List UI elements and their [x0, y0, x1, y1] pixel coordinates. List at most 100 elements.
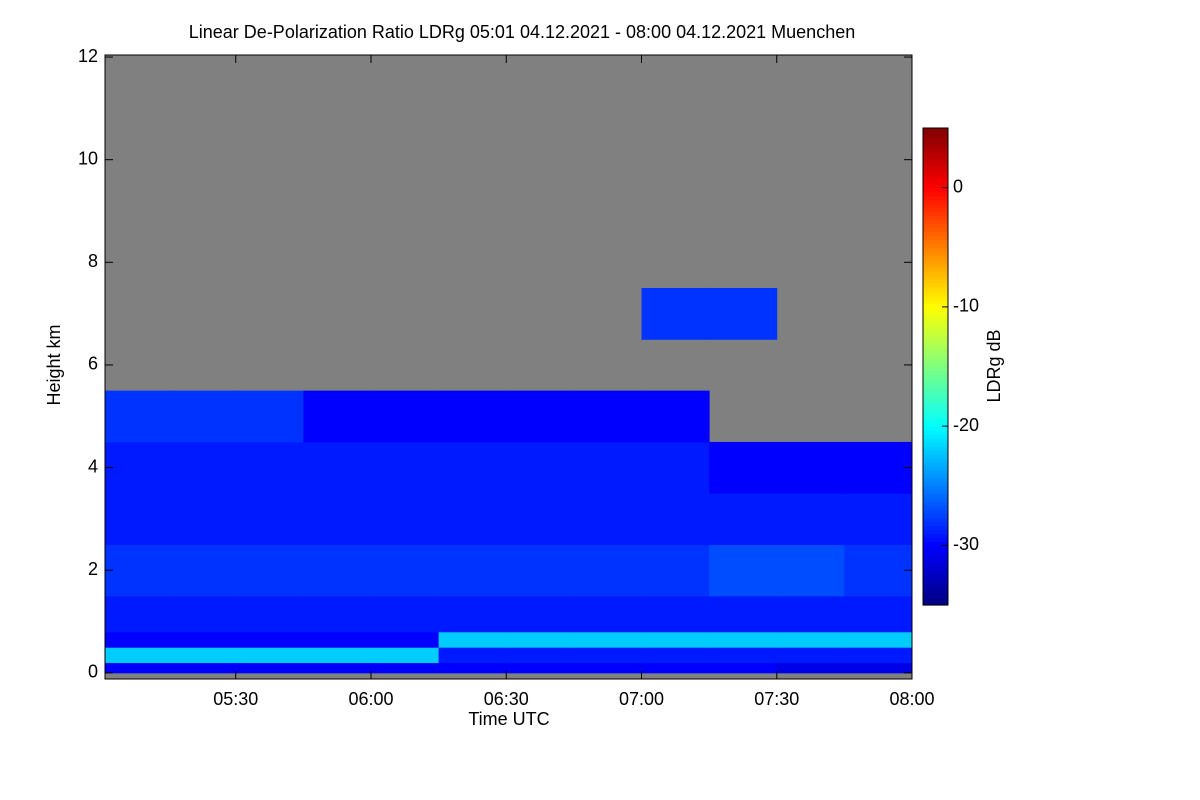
colorbar-segment: [923, 585, 948, 590]
heatmap-cell: [303, 493, 372, 546]
heatmap-cell: [235, 493, 304, 546]
heatmap-cell: [776, 662, 845, 674]
heatmap-cell: [235, 647, 304, 664]
colorbar-segment: [923, 251, 948, 256]
heatmap-cell: [506, 390, 575, 443]
colorbar-segment: [923, 497, 948, 503]
colorbar-segment: [923, 529, 948, 535]
colorbar-segment: [923, 191, 948, 197]
colorbar-segment: [923, 314, 948, 320]
heatmap-cell: [573, 662, 642, 674]
colorbar-segment: [923, 569, 948, 574]
heatmap-cell: [370, 493, 440, 546]
colorbar-segment: [923, 139, 948, 145]
colorbar-segment: [923, 422, 948, 427]
colorbar-segment: [923, 402, 948, 407]
heatmap-cell: [506, 441, 575, 494]
colorbar-segment: [923, 167, 948, 173]
heatmap-cell: [438, 631, 507, 648]
colorbar-segment: [923, 374, 948, 380]
heatmap-cell: [844, 595, 913, 633]
colorbar-segment: [923, 386, 948, 391]
heatmap-cell: [709, 662, 778, 674]
colorbar-segment: [923, 561, 948, 566]
heatmap-cell: [168, 631, 237, 648]
colorbar-segment: [923, 290, 948, 296]
heatmap-cell: [168, 390, 237, 443]
colorbar-segment: [923, 565, 948, 570]
colorbar-segment: [923, 318, 948, 324]
heatmap-cell: [506, 493, 575, 546]
colorbar-segment: [923, 239, 948, 244]
heatmap-cell: [776, 631, 845, 648]
plot-frame: [104, 54, 913, 680]
heatmap-cell: [303, 595, 372, 633]
colorbar-segment: [923, 259, 948, 264]
heatmap-cell: [844, 493, 913, 546]
colorbar-segment: [923, 207, 948, 213]
heatmap-cell: [709, 595, 778, 633]
colorbar-segment: [923, 247, 948, 252]
heatmap-cell: [709, 647, 778, 664]
y-tick-label: 0: [88, 662, 98, 682]
heatmap-cell: [641, 493, 710, 546]
heatmap-cell: [844, 544, 913, 597]
heatmap-cell: [438, 493, 507, 546]
heatmap-cell: [303, 631, 372, 648]
heatmap-cell: [641, 544, 710, 597]
colorbar-segment: [923, 521, 948, 527]
colorbar-segment: [923, 513, 948, 519]
heatmap-cell: [844, 441, 913, 494]
colorbar-segment: [923, 271, 948, 276]
colorbar-segment: [923, 203, 948, 209]
colorbar-segment: [923, 446, 948, 451]
heatmap-cell: [709, 493, 778, 546]
colorbar-segment: [923, 330, 948, 336]
colorbar-segment: [923, 418, 948, 423]
colorbar-segment: [923, 275, 948, 280]
heatmap-cell: [105, 647, 169, 664]
colorbar-segment: [923, 211, 948, 217]
heatmap-cell: [370, 544, 440, 597]
heatmap-cell: [235, 662, 304, 674]
colorbar-segment: [923, 179, 948, 185]
heatmap-cell: [438, 647, 507, 664]
heatmap-cell: [506, 647, 575, 664]
colorbar-tick-label: -20: [953, 415, 979, 435]
heatmap-cell: [235, 441, 304, 494]
colorbar-tick-label: -10: [953, 296, 979, 316]
colorbar-segment: [923, 294, 948, 300]
x-tick-label: 07:30: [754, 689, 799, 709]
heatmap-cell: [776, 544, 845, 597]
heatmap-cell: [105, 662, 169, 674]
heatmap-cell: [438, 390, 507, 443]
heatmap-cell: [641, 595, 710, 633]
colorbar-segment: [923, 322, 948, 328]
heatmap-cell: [709, 544, 778, 597]
colorbar-segment: [923, 517, 948, 523]
colorbar-segment: [923, 267, 948, 272]
heatmap-cell: [776, 441, 845, 494]
colorbar-segment: [923, 501, 948, 507]
colorbar-segment: [923, 577, 948, 582]
x-tick-label: 07:00: [619, 689, 664, 709]
heatmap-cell: [506, 595, 575, 633]
colorbar-segment: [923, 438, 948, 443]
colorbar-segment: [923, 342, 948, 348]
heatmap-cell: [506, 662, 575, 674]
colorbar-segment: [923, 553, 948, 558]
colorbar-segment: [923, 298, 948, 304]
colorbar-segment: [923, 382, 948, 387]
colorbar-segment: [923, 394, 948, 399]
colorbar-segment: [923, 406, 948, 411]
colorbar-segment: [923, 493, 948, 499]
y-tick-label: 2: [88, 559, 98, 579]
colorbar-segment: [923, 350, 948, 356]
colorbar-segment: [923, 195, 948, 201]
colorbar-label: LDRg dB: [984, 329, 1004, 402]
heatmap-cell: [438, 662, 507, 674]
x-tick-label: 06:00: [348, 689, 393, 709]
heatmap-cell: [573, 647, 642, 664]
heatmap-cell: [168, 662, 237, 674]
colorbar-segment: [923, 306, 948, 312]
